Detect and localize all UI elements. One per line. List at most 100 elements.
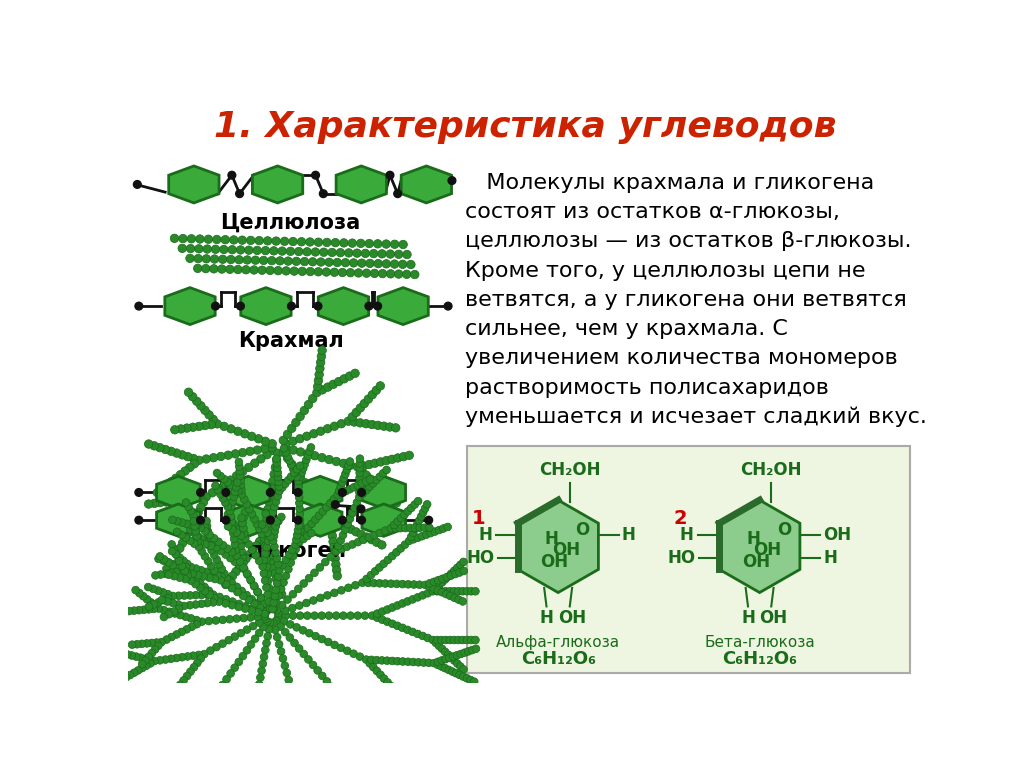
Circle shape [287,621,294,628]
Circle shape [394,690,402,698]
Circle shape [212,617,220,624]
Circle shape [170,234,179,242]
Circle shape [292,466,300,475]
Circle shape [287,755,294,763]
Circle shape [247,576,254,584]
Circle shape [167,447,175,456]
Circle shape [150,701,157,709]
Circle shape [460,567,468,574]
Circle shape [253,520,261,528]
Circle shape [349,740,357,748]
Circle shape [201,524,209,532]
Circle shape [161,445,170,454]
Circle shape [255,680,263,688]
Circle shape [273,449,283,457]
Circle shape [188,570,197,578]
Circle shape [280,655,287,663]
Circle shape [271,592,279,600]
Circle shape [178,244,186,252]
Circle shape [259,660,266,667]
Circle shape [197,584,204,591]
Text: H: H [622,526,636,544]
Circle shape [207,562,215,570]
Circle shape [278,247,287,255]
Circle shape [243,715,251,723]
Circle shape [472,645,480,653]
Circle shape [263,515,270,523]
Circle shape [344,249,353,257]
Circle shape [135,607,142,614]
Circle shape [169,690,177,697]
Circle shape [133,640,141,648]
Circle shape [159,729,167,737]
Circle shape [288,461,295,469]
Circle shape [394,189,401,198]
Circle shape [172,711,180,719]
Circle shape [338,268,347,277]
Circle shape [294,526,302,534]
Circle shape [398,624,407,632]
Circle shape [357,505,365,512]
Circle shape [223,545,231,552]
Circle shape [429,636,436,644]
Circle shape [459,597,467,605]
Circle shape [311,248,319,256]
Circle shape [184,495,194,503]
Circle shape [239,652,247,660]
Circle shape [304,452,311,459]
Circle shape [254,588,262,596]
Circle shape [288,424,296,433]
Circle shape [241,430,249,438]
Circle shape [420,659,428,667]
Circle shape [159,714,167,722]
Circle shape [356,403,365,412]
Circle shape [204,528,212,536]
Circle shape [190,537,199,545]
Circle shape [214,484,222,493]
Circle shape [119,650,127,657]
Circle shape [419,591,427,599]
Circle shape [191,528,200,535]
Circle shape [150,605,158,613]
Circle shape [365,460,374,469]
Circle shape [318,672,326,680]
Circle shape [344,520,351,528]
Circle shape [190,757,199,765]
Circle shape [352,528,360,536]
Circle shape [266,489,274,496]
Circle shape [170,572,178,580]
Circle shape [193,522,200,531]
Circle shape [261,542,269,550]
Circle shape [218,573,225,581]
Circle shape [340,239,348,247]
Circle shape [392,525,399,532]
Circle shape [210,762,218,767]
Circle shape [365,534,373,542]
Circle shape [221,235,229,244]
Circle shape [282,444,291,453]
Circle shape [173,528,181,535]
Circle shape [319,248,328,256]
Circle shape [264,525,272,533]
Circle shape [203,764,211,767]
Circle shape [152,740,159,748]
Circle shape [293,536,300,544]
Circle shape [157,571,165,578]
Circle shape [173,630,180,638]
Circle shape [266,491,274,499]
Circle shape [266,597,274,605]
Circle shape [313,383,322,391]
Circle shape [238,236,247,245]
Circle shape [291,639,298,647]
Circle shape [208,570,215,578]
Text: состоят из остатков α-глюкозы,: состоят из остатков α-глюкозы, [465,202,840,222]
Circle shape [358,579,367,587]
Circle shape [253,446,261,454]
Text: Крахмал: Крахмал [238,331,344,351]
Circle shape [238,481,245,489]
Circle shape [367,476,374,483]
Circle shape [210,255,219,263]
Circle shape [271,626,280,634]
Circle shape [167,655,175,663]
Circle shape [194,659,202,667]
